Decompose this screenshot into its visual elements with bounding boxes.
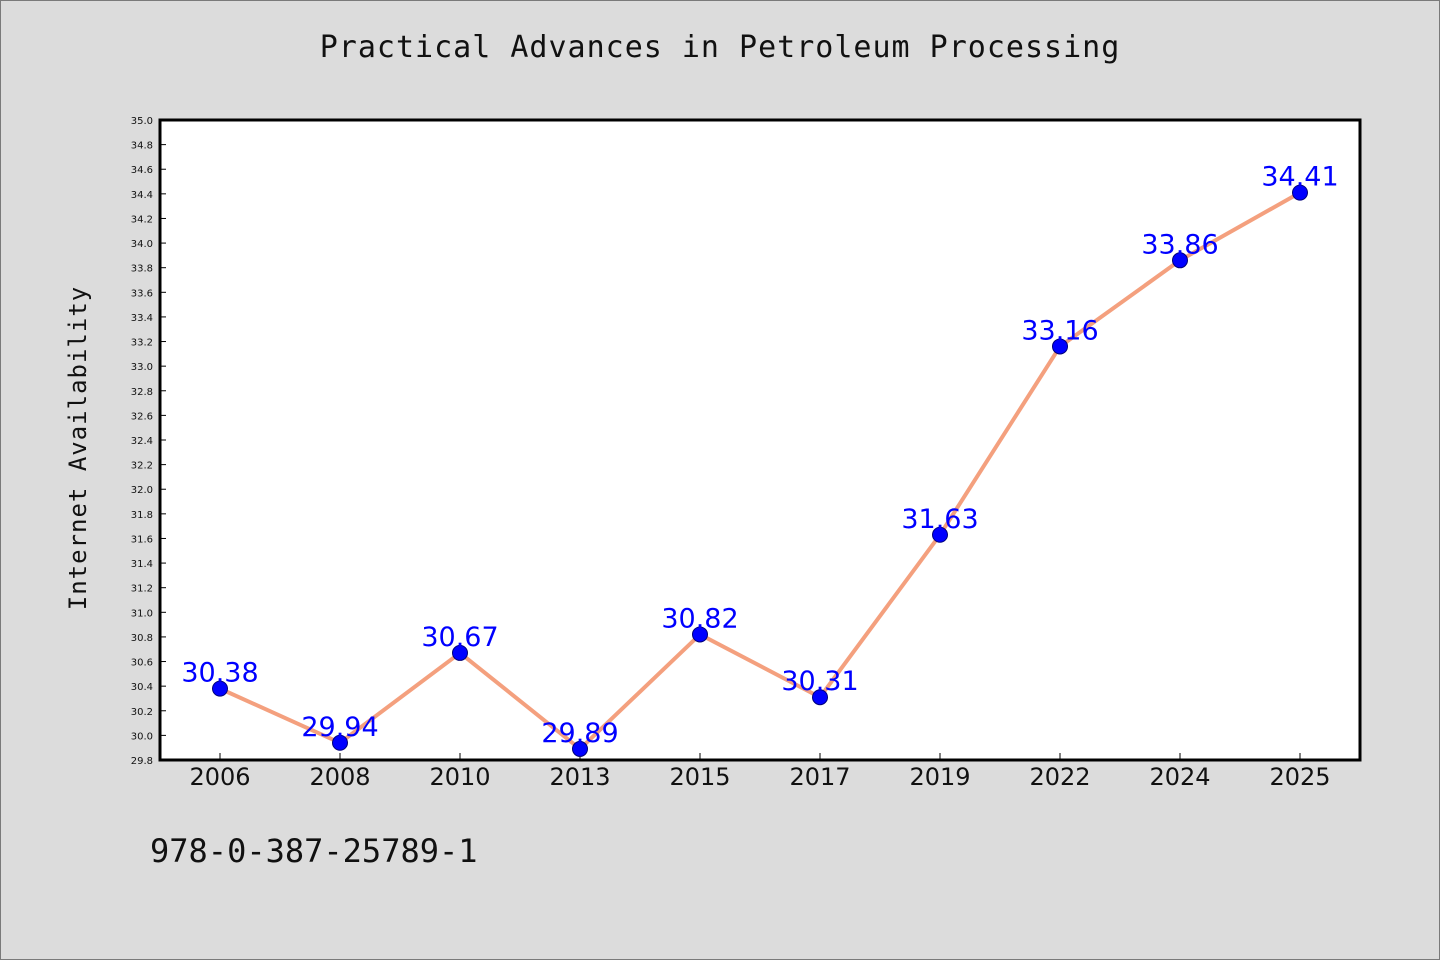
x-tick-label: 2015 [669, 763, 730, 791]
y-tick-label: 34.0 [131, 239, 153, 250]
y-tick-label: 34.8 [131, 141, 153, 152]
y-tick-label: 35.0 [131, 116, 153, 127]
y-tick-label: 32.6 [131, 411, 153, 422]
x-tick-label: 2013 [549, 763, 610, 791]
series-markers [212, 184, 1308, 757]
y-tick-label: 31.2 [131, 584, 153, 595]
data-point-marker [812, 689, 828, 706]
y-tick-label: 32.8 [131, 387, 153, 398]
data-point-label: 30.82 [661, 603, 738, 634]
y-tick-label: 33.6 [131, 288, 153, 299]
data-point-label: 29.94 [301, 712, 378, 743]
data-point-label: 34.41 [1261, 162, 1338, 193]
y-tick-label: 31.6 [131, 534, 153, 545]
series-line [219, 190, 1301, 751]
y-tick-label: 30.2 [131, 707, 153, 718]
data-point-marker [1052, 338, 1068, 355]
y-tick-label: 34.2 [131, 214, 153, 225]
x-tick-label: 2022 [1029, 763, 1090, 791]
x-tick-label: 2010 [429, 763, 490, 791]
plot-area [158, 118, 1362, 762]
y-tick-label: 33.4 [131, 313, 153, 324]
data-point-marker [1172, 252, 1188, 269]
data-point-label: 30.67 [421, 622, 498, 653]
x-tick-label: 2025 [1269, 763, 1330, 791]
data-point-label: 31.63 [901, 504, 978, 535]
data-point-label: 30.38 [181, 658, 258, 689]
y-tick-label: 32.4 [131, 436, 153, 447]
y-tick-label: 31.4 [131, 559, 153, 570]
isbn-text: 978-0-387-25789-1 [150, 832, 478, 870]
y-tick-label: 32.0 [131, 485, 153, 496]
y-tick-label: 34.6 [131, 165, 153, 176]
y-tick-label: 30.6 [131, 658, 153, 669]
x-tick-label: 2024 [1149, 763, 1210, 791]
data-point-marker [452, 644, 468, 661]
y-tick-label: 32.2 [131, 461, 153, 472]
y-tick-label: 33.2 [131, 338, 153, 349]
data-point-marker [692, 626, 708, 643]
data-point-label: 29.89 [541, 718, 618, 749]
y-tick-label: 34.4 [131, 190, 153, 201]
y-tick-label: 30.8 [131, 633, 153, 644]
data-labels: 30.38 29.94 30.67 29.89 30.82 30.31 31.63 33.16… [181, 162, 1338, 749]
x-axis: 2006 2008 2010 2013 2015 2017 2019 2022 2024 2025 [189, 753, 1331, 791]
data-point-marker [332, 734, 348, 751]
data-point-marker [932, 526, 948, 543]
chart-title: Practical Advances in Petroleum Processi… [319, 30, 1121, 65]
data-point-label: 33.86 [1141, 229, 1218, 260]
data-point-marker [1292, 184, 1308, 201]
data-point-label: 30.31 [781, 666, 858, 697]
y-tick-label: 33.8 [131, 264, 153, 275]
x-tick-label: 2006 [189, 763, 250, 791]
y-axis: 29.8 30.0 30.2 30.4 30.6 30.8 31.0 31.2 31.4 31.6… [131, 116, 166, 767]
x-tick-label: 2017 [789, 763, 850, 791]
y-tick-label: 31.0 [131, 608, 153, 619]
y-tick-label: 30.4 [131, 682, 153, 693]
y-tick-label: 30.0 [131, 731, 153, 742]
y-tick-label: 29.8 [131, 756, 153, 767]
y-tick-label: 31.8 [131, 510, 153, 521]
data-point-marker [212, 680, 228, 697]
x-tick-label: 2008 [309, 763, 370, 791]
x-tick-label: 2019 [909, 763, 970, 791]
data-point-marker [572, 740, 588, 757]
y-tick-label: 33.0 [131, 362, 153, 373]
data-point-label: 33.16 [1021, 315, 1098, 346]
